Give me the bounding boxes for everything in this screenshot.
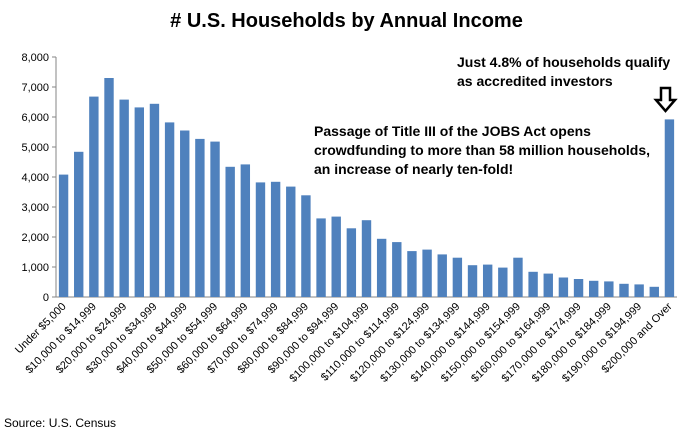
bar <box>255 182 266 297</box>
y-tick-label: 1,000 <box>21 262 49 274</box>
bar <box>316 218 326 297</box>
x-axis-ticks: Under $5,000$10,000 to $14,999$20,000 to… <box>13 300 675 384</box>
bar <box>361 220 372 297</box>
bar <box>437 254 447 297</box>
bar <box>392 242 402 297</box>
bar <box>164 122 175 298</box>
bar <box>58 174 69 297</box>
bar <box>588 280 599 297</box>
bar <box>180 130 190 297</box>
chart-title: # U.S. Households by Annual Income <box>170 10 523 32</box>
bar <box>422 249 432 297</box>
bar <box>407 251 417 297</box>
bar <box>376 238 387 297</box>
bar <box>558 277 569 297</box>
down-arrow-icon <box>653 86 678 113</box>
y-axis-ticks: 0 1,000 2,000 3,000 4,000 5,000 6,000 7,000 8,00… <box>21 52 56 304</box>
bar <box>346 228 357 297</box>
bar <box>240 164 251 297</box>
bar <box>104 78 114 297</box>
chart-bars <box>58 78 675 298</box>
x-tick-label: Under $5,000 <box>13 301 69 357</box>
y-tick-label: 2,000 <box>21 232 49 244</box>
y-tick-label: 4,000 <box>21 172 49 184</box>
bar <box>452 257 463 297</box>
bar <box>619 283 629 297</box>
bar <box>482 264 493 297</box>
source-caption: Source: U.S. Census <box>4 416 117 430</box>
bar <box>498 267 508 297</box>
bar <box>664 119 675 298</box>
y-tick-label: 7,000 <box>21 82 49 94</box>
bar <box>210 141 220 297</box>
bar <box>225 166 235 297</box>
accredited-investors-note: Just 4.8% of households qualify as accre… <box>457 54 671 89</box>
bar <box>634 284 644 297</box>
bar <box>89 96 99 297</box>
bar <box>573 279 584 297</box>
bar <box>74 151 84 297</box>
bar <box>649 286 659 297</box>
bar <box>195 138 205 297</box>
y-tick-label: 0 <box>43 292 49 304</box>
bar <box>331 216 341 297</box>
bar <box>119 99 129 297</box>
y-tick-label: 6,000 <box>21 112 49 124</box>
bar <box>134 107 145 298</box>
bar <box>286 186 296 297</box>
bar <box>149 103 160 297</box>
bar <box>301 195 311 297</box>
jobs-act-note: Passage of Title III of the JOBS Act ope… <box>314 123 651 177</box>
bar <box>543 273 553 297</box>
y-tick-label: 5,000 <box>21 142 49 154</box>
y-tick-label: 8,000 <box>21 52 49 64</box>
bar <box>467 265 478 297</box>
bar <box>528 271 538 297</box>
y-tick-label: 3,000 <box>21 202 49 214</box>
bar <box>270 181 281 297</box>
bar <box>604 281 614 297</box>
bar <box>513 257 523 297</box>
